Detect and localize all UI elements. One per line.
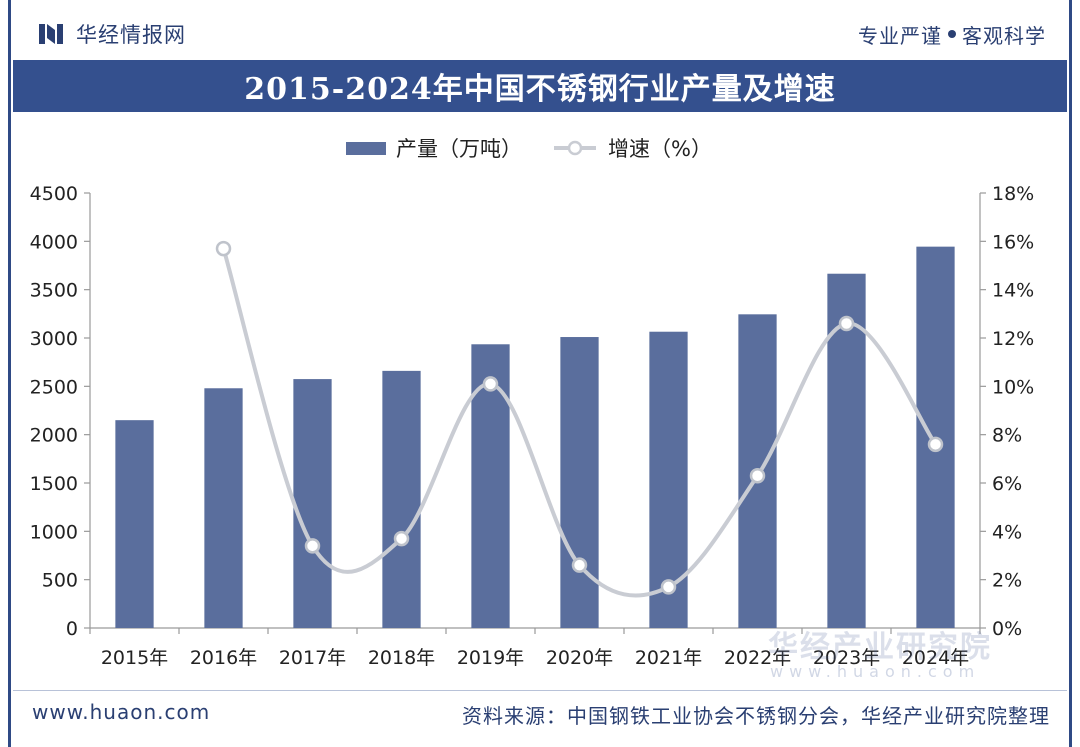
footer-divider <box>13 690 1067 691</box>
x-tick-label: 2023年 <box>813 647 880 669</box>
slogan-right: 客观科学 <box>962 23 1046 48</box>
footer-source: 资料来源：中国钢铁工业协会不锈钢分会，华经产业研究院整理 <box>462 704 1050 728</box>
x-tick-label: 2015年 <box>101 647 168 669</box>
outer-frame <box>8 0 1072 747</box>
growth-point <box>749 468 766 484</box>
growth-point <box>838 315 855 332</box>
left-tick-label: 1000 <box>30 521 78 543</box>
x-tick-label: 2018年 <box>368 647 435 669</box>
chart-legend: 产量（万吨） 增速（%） <box>346 130 712 166</box>
brand-logo-icon <box>39 24 63 44</box>
x-tick-label: 2016年 <box>190 647 257 669</box>
right-tick-label: 14% <box>992 280 1034 302</box>
left-tick-label: 1500 <box>30 473 78 495</box>
left-tick-label: 4000 <box>30 231 78 253</box>
x-tick-label: 2022年 <box>724 647 791 669</box>
growth-point <box>660 579 677 595</box>
title-bar: 2015-2024年中国不锈钢行业产量及增速 <box>13 60 1067 112</box>
legend-label-growth: 增速（%） <box>608 137 712 161</box>
legend-item-production: 产量（万吨） <box>346 133 522 163</box>
footer-url[interactable]: www.huaon.com <box>32 700 211 724</box>
right-tick-label: 12% <box>992 328 1034 350</box>
bar-production <box>382 370 421 628</box>
growth-point <box>571 557 588 573</box>
legend-bar-swatch-icon <box>346 141 386 155</box>
left-tick-label: 2500 <box>30 376 78 398</box>
bar-production <box>204 388 243 628</box>
slogan: 专业严谨 客观科学 <box>858 14 1046 54</box>
right-tick-label: 2% <box>992 570 1022 592</box>
growth-point <box>215 240 232 257</box>
bar-production <box>560 337 599 628</box>
x-tick-label: 2019年 <box>457 647 524 669</box>
bar-series <box>115 246 955 628</box>
right-tick-label: 8% <box>992 425 1022 447</box>
slogan-left: 专业严谨 <box>858 23 942 48</box>
left-tick-label: 0 <box>66 618 78 640</box>
left-tick-label: 3000 <box>30 328 78 350</box>
growth-point <box>927 436 944 453</box>
right-tick-label: 18% <box>992 183 1034 205</box>
bar-production <box>293 379 332 628</box>
bar-production <box>115 420 154 628</box>
growth-point <box>304 538 321 554</box>
left-tick-label: 2000 <box>30 425 78 447</box>
right-tick-label: 10% <box>992 376 1034 398</box>
brand-name: 华经情报网 <box>76 23 186 47</box>
slogan-dot-icon <box>948 30 956 38</box>
x-tick-label: 2021年 <box>635 647 702 669</box>
right-tick-label: 6% <box>992 473 1022 495</box>
x-tick-label: 2020年 <box>546 647 613 669</box>
left-tick-label: 500 <box>42 570 78 592</box>
legend-line-swatch-icon <box>554 140 596 156</box>
watermark-url: www.huaon.com <box>770 662 981 681</box>
brand-header: 华经情报网 <box>38 14 186 54</box>
x-tick-label: 2017年 <box>279 647 346 669</box>
growth-point <box>482 376 499 392</box>
right-tick-label: 0% <box>992 618 1022 640</box>
legend-item-growth: 增速（%） <box>552 133 712 163</box>
right-tick-label: 4% <box>992 521 1022 543</box>
left-tick-label: 4500 <box>30 183 78 205</box>
legend-label-production: 产量（万吨） <box>396 137 522 161</box>
growth-point <box>393 530 410 547</box>
watermark-brand: 华经产业研究院 <box>768 630 992 665</box>
chart-plot: 0 500 1000 1500 2000 2500 3000 3500 4000 4500 0% 2%… <box>30 183 1035 669</box>
x-tick-label: 2024年 <box>902 647 969 669</box>
left-tick-label: 3500 <box>30 280 78 302</box>
tick-labels: 0 500 1000 1500 2000 2500 3000 3500 4000 4500 0% 2%… <box>30 183 1035 669</box>
right-tick-label: 16% <box>992 231 1034 253</box>
growth-line-series <box>215 240 944 598</box>
chart-title: 2015-2024年中国不锈钢行业产量及增速 <box>244 72 836 107</box>
